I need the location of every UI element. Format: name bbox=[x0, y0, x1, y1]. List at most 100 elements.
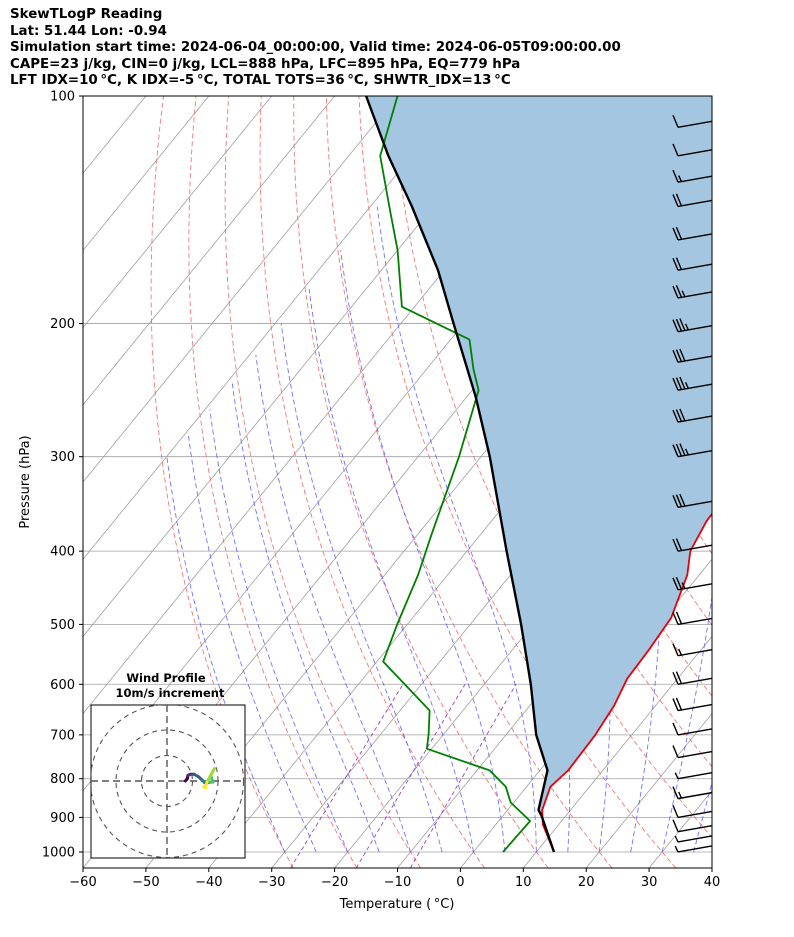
barb-flag bbox=[678, 175, 683, 182]
axes: −60 −50 −40 −30 −20 −10 0 10 20 30 40 100 200 300 400 5… bbox=[42, 90, 720, 891]
isotherm-line bbox=[83, 96, 335, 406]
barb-flag bbox=[675, 318, 683, 332]
y-tick-label: 600 bbox=[50, 678, 75, 693]
wind-barb bbox=[674, 772, 713, 780]
dry-adiabat bbox=[293, 96, 549, 868]
moist-adiabat bbox=[308, 288, 474, 853]
moist-adiabat bbox=[419, 155, 571, 853]
barb-staff bbox=[677, 120, 713, 128]
barb-flag bbox=[684, 323, 689, 331]
barb-staff bbox=[677, 324, 713, 333]
hodograph-segment bbox=[202, 785, 207, 790]
moist-adiabat bbox=[725, 96, 794, 852]
wind-barb bbox=[672, 805, 713, 819]
temperature-line bbox=[541, 512, 712, 853]
y-tick-label: 500 bbox=[50, 618, 75, 633]
barb-flag bbox=[675, 443, 683, 457]
barb-staff bbox=[677, 845, 713, 853]
wind-barb bbox=[672, 745, 713, 759]
y-tick-label: 200 bbox=[50, 317, 75, 332]
x-tick-label: 40 bbox=[704, 875, 721, 890]
wind-barb bbox=[672, 169, 713, 183]
dry-adiabat bbox=[188, 96, 358, 868]
moist-adiabat bbox=[340, 250, 506, 853]
y-tick-label: 300 bbox=[50, 450, 75, 465]
x-tick-label: 20 bbox=[578, 875, 595, 890]
wind-barb bbox=[672, 819, 713, 833]
barb-flag bbox=[675, 576, 683, 590]
moist-adiabat bbox=[231, 383, 380, 853]
wind-barb bbox=[672, 443, 713, 458]
time-line: Simulation start time: 2024-06-04_00:00:… bbox=[10, 40, 621, 55]
wind-barb bbox=[672, 576, 713, 591]
barb-flag bbox=[672, 538, 679, 552]
barb-flag bbox=[679, 408, 686, 422]
barb-flag bbox=[674, 845, 679, 853]
isotherm-line bbox=[585, 712, 712, 868]
parcel-line bbox=[364, 96, 556, 853]
barb-staff bbox=[677, 291, 713, 299]
barb-flag bbox=[672, 698, 679, 711]
dry-adiabat bbox=[325, 96, 613, 868]
hodograph-ring bbox=[91, 705, 245, 858]
barb-staff bbox=[677, 199, 713, 208]
barb-flag bbox=[679, 348, 686, 362]
x-tick-label: −10 bbox=[384, 875, 411, 890]
barb-flag bbox=[675, 538, 683, 551]
barb-flag bbox=[679, 493, 686, 507]
wind-barb bbox=[672, 671, 713, 685]
barb-flag bbox=[681, 582, 686, 589]
barb-staff bbox=[677, 175, 713, 183]
barb-flag bbox=[681, 290, 686, 298]
barb-staff bbox=[677, 355, 713, 363]
barb-staff bbox=[677, 750, 713, 759]
barb-flag bbox=[684, 382, 689, 389]
y-tick-label: 900 bbox=[50, 811, 75, 826]
isotherm-line bbox=[83, 96, 210, 252]
wind-barb bbox=[672, 348, 713, 363]
barb-staff bbox=[677, 450, 713, 458]
barb-flag bbox=[672, 444, 679, 457]
wind-barb bbox=[672, 643, 713, 657]
wind-barb bbox=[672, 697, 713, 712]
barb-flag bbox=[672, 786, 679, 799]
hodograph-title: Wind Profile bbox=[126, 671, 206, 685]
y-axis-label: Pressure (hPa) bbox=[18, 435, 33, 528]
barb-flag bbox=[672, 612, 679, 625]
index-line: LFT IDX=10 °C, K IDX=-5 °C, TOTAL TOTS=3… bbox=[10, 73, 511, 88]
x-tick-label: −50 bbox=[132, 875, 159, 890]
barb-flag bbox=[672, 349, 679, 363]
wind-barb bbox=[672, 376, 713, 391]
barb-staff bbox=[677, 263, 713, 271]
barb-staff bbox=[677, 233, 713, 241]
wind-barb bbox=[672, 722, 713, 736]
mixing-ratio-line bbox=[290, 684, 404, 868]
hodograph-subtitle: 10m/s increment bbox=[116, 686, 225, 700]
barb-flag bbox=[675, 227, 683, 240]
barb-flag bbox=[675, 349, 683, 362]
barb-flag bbox=[672, 819, 679, 832]
barb-flag bbox=[675, 697, 683, 711]
wind-barb bbox=[674, 845, 713, 853]
wind-barbs bbox=[672, 115, 713, 853]
barb-flag bbox=[672, 194, 679, 207]
wind-barb bbox=[672, 257, 713, 271]
dry-adiabat bbox=[717, 96, 794, 868]
barb-flag bbox=[674, 835, 679, 843]
moist-adiabat bbox=[644, 96, 712, 853]
moist-adiabat bbox=[280, 323, 443, 853]
barb-flag bbox=[684, 448, 689, 456]
isotherm-line bbox=[83, 96, 398, 483]
barb-staff bbox=[677, 149, 713, 157]
barb-flag bbox=[675, 611, 683, 625]
barb-flag bbox=[675, 193, 683, 207]
barb-staff bbox=[677, 649, 713, 657]
barb-staff bbox=[677, 791, 713, 800]
barb-staff bbox=[677, 772, 713, 780]
wind-barb bbox=[672, 611, 713, 626]
barb-staff bbox=[677, 415, 713, 423]
y-tick-label: 100 bbox=[50, 90, 75, 105]
barb-staff bbox=[677, 617, 713, 626]
barb-flag bbox=[672, 805, 679, 818]
